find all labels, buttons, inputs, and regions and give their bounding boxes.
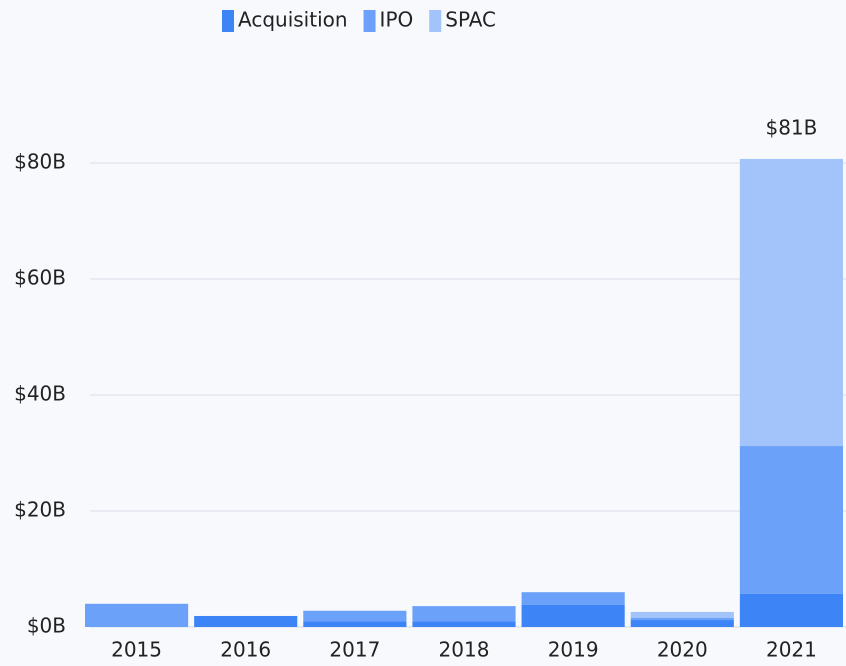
bar-segment [521,592,625,605]
x-tick-label: 2021 [766,638,817,662]
legend-swatch [429,10,442,32]
y-tick-label: $20B [14,498,66,522]
y-tick-label: $0B [27,614,66,638]
bar-segment [630,620,734,627]
legend-swatch [363,10,376,32]
legend-label: IPO [380,8,414,32]
bar-segment [303,621,407,627]
bar-segment [739,158,843,447]
total-label: $81B [765,115,817,139]
bar-segment [303,610,407,622]
y-tick-label: $80B [14,150,66,174]
x-tick-label: 2015 [111,638,162,662]
x-tick-label: 2019 [548,638,599,662]
legend-label: Acquisition [238,8,348,32]
bar-segment [412,606,516,622]
bar-segment [85,603,189,627]
x-tick-label: 2020 [657,638,708,662]
x-tick-label: 2016 [220,638,271,662]
bar-segment [412,621,516,627]
bar-segment [194,615,298,627]
bar-segment [630,617,734,621]
bar-segment [739,446,843,594]
legend-label: SPAC [445,8,496,32]
x-tick-label: 2017 [329,638,380,662]
bar-segment [739,593,843,627]
legend-swatch [222,10,234,32]
x-tick-label: 2018 [439,638,490,662]
bar-segment [630,611,734,618]
y-tick-label: $40B [14,382,66,406]
bar-segment [521,604,625,627]
y-tick-label: $60B [14,266,66,290]
